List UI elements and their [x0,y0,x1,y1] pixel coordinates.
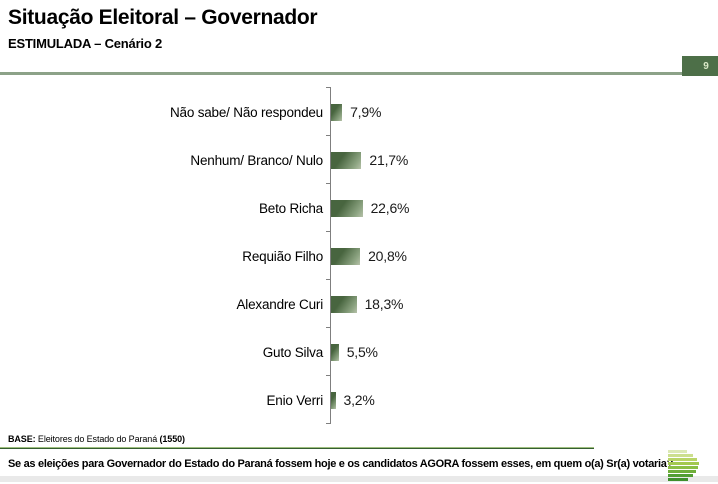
category-label: Enio Verri [266,392,323,408]
bar-segment [331,103,343,121]
bar-area: 7,9% [326,87,718,136]
bar-segment [331,199,363,217]
header-divider [0,72,718,75]
axis-tick [326,375,331,376]
chart-row: Enio Verri 3,2% [0,375,718,424]
base-note: BASE: Eleitores do Estado do Paraná (155… [8,434,185,444]
chart-row: Guto Silva 5,5% [0,327,718,376]
chart-row: Requião Filho 20,8% [0,231,718,280]
logo-stripe [668,478,688,481]
value-label: 3,2% [343,392,375,408]
footer-divider [0,447,594,449]
base-label: BASE: [8,434,36,444]
category-label: Alexandre Curi [236,296,324,312]
bar-segment [331,295,357,313]
axis-tick [326,279,331,280]
value-label: 20,8% [368,248,407,264]
bar-segment [331,391,336,409]
value-label: 18,3% [364,296,404,312]
category-label: Requião Filho [242,248,323,264]
category-label: Nenhum/ Branco/ Nulo [190,152,323,168]
logo-stripe [668,458,697,461]
logo-stripe [668,462,699,465]
value-label: 21,7% [369,152,409,168]
value-label: 5,5% [346,344,378,360]
bottom-strip [0,476,718,482]
bar-segment [331,343,339,361]
bar-segment [331,151,362,169]
axis-tick [326,423,331,424]
logo-stripe [668,454,693,457]
axis-tick [326,327,331,328]
value-label: 22,6% [370,200,410,216]
survey-question: Se as eleições para Governador do Estado… [8,458,674,470]
base-text: Eleitores do Estado do Paraná [35,434,160,444]
logo-stripe [668,466,698,469]
logo-stripe [668,450,687,453]
chart-row: Nenhum/ Branco/ Nulo 21,7% [0,135,718,184]
axis-tick [326,231,331,232]
bar-area: 22,6% [326,183,718,232]
bar-area: 20,8% [326,231,718,280]
category-label: Não sabe/ Não respondeu [169,104,323,120]
chart-row: Beto Richa 22,6% [0,183,718,232]
logo-stripe [668,474,693,477]
page-title: Situação Eleitoral – Governador [8,6,318,29]
axis-tick [326,87,331,88]
bar-area: 21,7% [326,135,718,184]
page-number-badge: 9 [682,56,718,76]
category-label: Guto Silva [262,344,323,360]
page-subtitle: ESTIMULADA – Cenário 2 [8,36,163,51]
bar-area: 5,5% [326,327,718,376]
stacked-bars-logo-icon [668,450,699,481]
chart-row: Não sabe/ Não respondeu 7,9% [0,87,718,136]
axis-tick [326,183,331,184]
bar-chart: Não sabe/ Não respondeu 7,9% Nenhum/ Branc… [0,87,718,424]
value-label: 7,9% [350,104,382,120]
chart-row: Alexandre Curi 18,3% [0,279,718,328]
bar-segment [331,247,361,265]
bar-area: 3,2% [326,375,718,424]
bar-area: 18,3% [326,279,718,328]
category-label: Beto Richa [258,200,323,216]
axis-tick [326,135,331,136]
base-count: (1550) [159,434,186,444]
logo-stripe [668,470,696,473]
